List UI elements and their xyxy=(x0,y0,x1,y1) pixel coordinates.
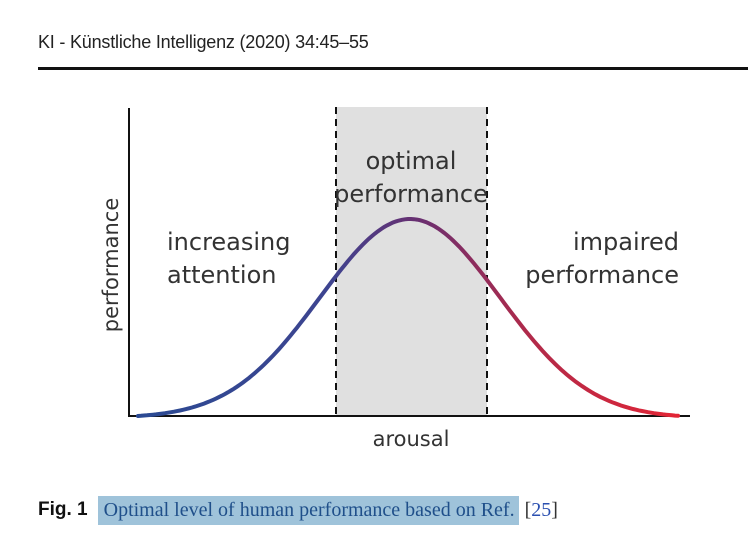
header-rule xyxy=(38,67,748,70)
increasing-attention-label-line1: increasing xyxy=(167,228,291,256)
reference-link[interactable]: 25 xyxy=(531,498,552,521)
increasing-attention-label-line2: attention xyxy=(167,261,276,289)
optimal-zone-label-line1: optimal xyxy=(366,147,457,175)
impaired-performance-label-line1: impaired xyxy=(573,228,679,256)
y-axis-label: performance xyxy=(99,198,123,333)
running-head: KI - Künstliche Intelligenz (2020) 34:45… xyxy=(38,32,369,52)
ref-bracket-close: ] xyxy=(551,498,558,521)
x-axis-label: arousal xyxy=(373,427,450,451)
caption-label: Fig. 1 xyxy=(38,499,88,520)
optimal-zone-band xyxy=(336,107,487,416)
impaired-performance-label-line2: performance xyxy=(525,261,679,289)
performance-curve xyxy=(136,217,680,418)
optimal-zone-label-line2: performance xyxy=(334,180,488,208)
caption-text: Optimal level of human performance based… xyxy=(97,495,519,525)
figure-caption: Fig. 1 Optimal level of human performanc… xyxy=(38,492,558,528)
caption-reference: [25] xyxy=(525,499,558,522)
figure-yerkes-dodson: optimal performance increasing attention… xyxy=(99,107,690,451)
ref-bracket-open: [ xyxy=(524,498,532,521)
